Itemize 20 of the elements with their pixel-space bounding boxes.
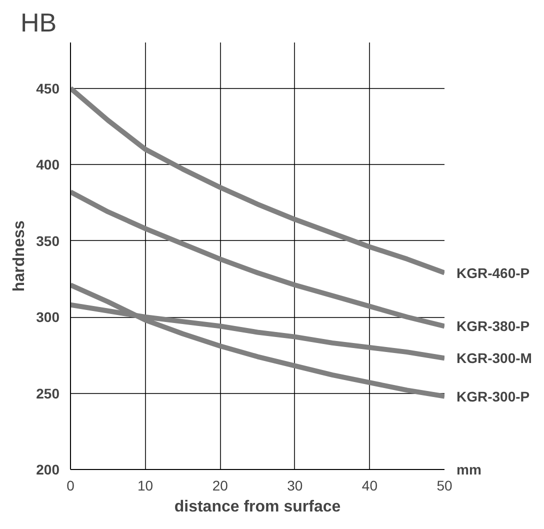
x-tick-label: 40 xyxy=(362,478,378,494)
x-tick-label: 20 xyxy=(212,478,228,494)
x-tick-label: 30 xyxy=(287,478,303,494)
series-label: KGR-300-P xyxy=(456,388,530,404)
y-tick-label: 200 xyxy=(36,462,60,478)
y-tick-label: 300 xyxy=(36,309,60,325)
text: mm xyxy=(456,462,482,478)
series-label: KGR-380-P xyxy=(456,318,530,334)
series-label: KGR-300-M xyxy=(456,350,532,366)
x-tick-label: 50 xyxy=(436,478,452,494)
x-axis-title: distance from surface xyxy=(174,498,341,516)
text: HB xyxy=(20,8,57,38)
y-tick-label: 250 xyxy=(36,385,60,402)
y-axis-title: hardness xyxy=(11,220,28,292)
x-tick-label: 0 xyxy=(66,478,75,494)
y-tick-label: 450 xyxy=(36,80,60,96)
y-tick-label: 350 xyxy=(36,232,60,249)
y-tick-label: 400 xyxy=(36,156,60,172)
x-tick-label: 10 xyxy=(138,478,154,494)
series-label: KGR-460-P xyxy=(456,264,530,281)
